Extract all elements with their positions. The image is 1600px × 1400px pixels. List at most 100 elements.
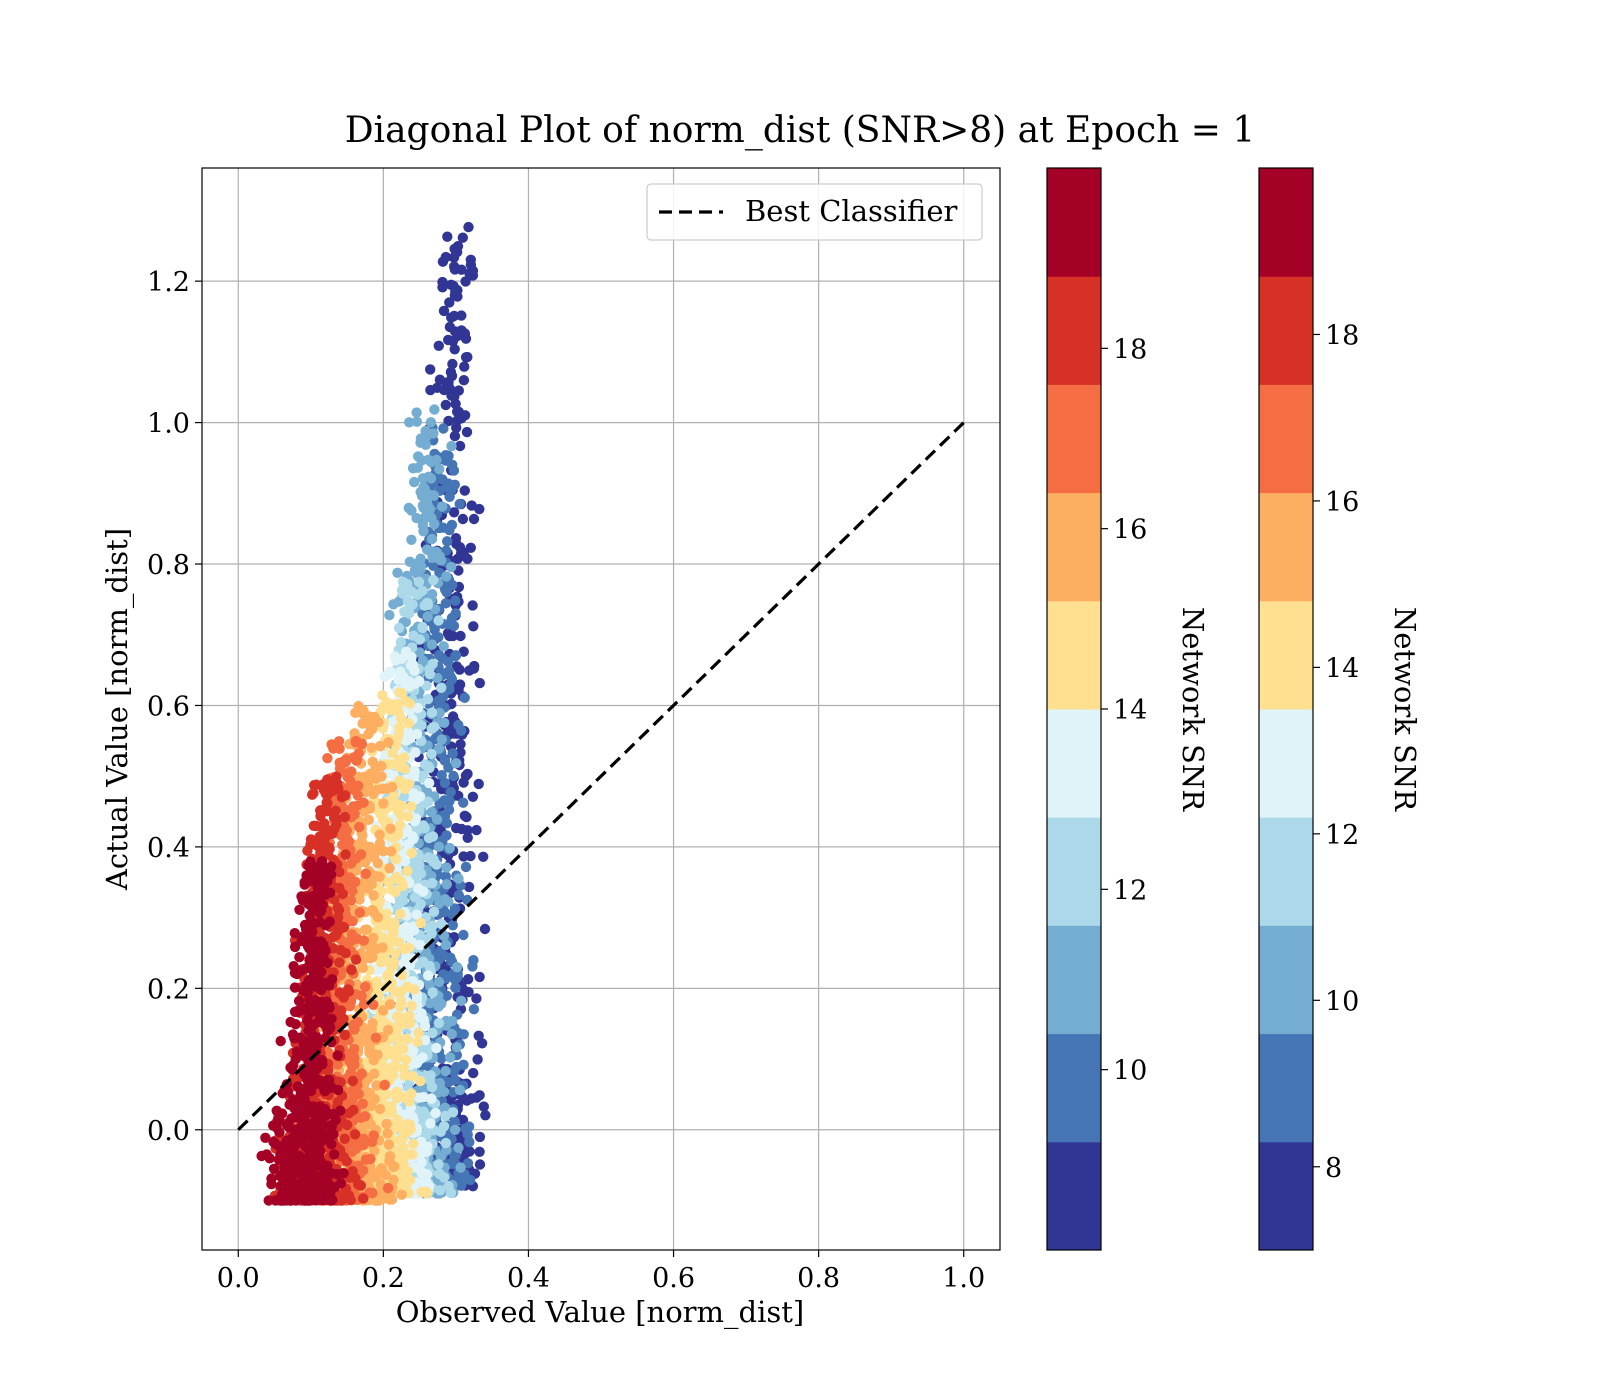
scatter-point	[266, 1173, 277, 1184]
scatter-point	[308, 788, 319, 799]
scatter-point	[440, 399, 451, 411]
scatter-point	[451, 538, 462, 549]
scatter-point	[349, 1024, 360, 1035]
scatter-point	[382, 1128, 393, 1139]
scatter-point	[437, 282, 448, 293]
scatter-point	[431, 814, 443, 825]
scatter-point	[474, 1131, 486, 1143]
scatter-point	[427, 987, 438, 998]
scatter-point	[315, 805, 326, 816]
scatter-point	[414, 852, 425, 863]
scatter-point	[406, 847, 417, 859]
scatter-point	[415, 433, 427, 444]
scatter-point	[378, 798, 389, 809]
scatter-point	[421, 512, 432, 523]
scatter-point	[356, 990, 367, 1002]
scatter-point	[338, 992, 349, 1003]
scatter-point	[458, 1029, 469, 1040]
scatter-point	[393, 729, 404, 740]
scatter-point	[457, 232, 468, 243]
scatter-point	[449, 1124, 461, 1136]
scatter-point	[370, 1032, 382, 1044]
scatter-point	[407, 1149, 418, 1160]
scatter-point	[353, 1179, 364, 1190]
scatter-point	[456, 823, 467, 835]
scatter-point	[464, 1136, 475, 1148]
scatter-point	[460, 770, 472, 781]
scatter-point	[453, 1142, 464, 1153]
scatter-point	[383, 969, 394, 980]
scatter-point	[385, 823, 396, 834]
scatter-point	[388, 599, 399, 610]
scatter-point	[428, 856, 439, 868]
scatter-point	[402, 595, 414, 607]
scatter-point	[460, 861, 472, 873]
scatter-point	[335, 1178, 347, 1189]
scatter-point	[360, 868, 371, 879]
scatter-point	[354, 821, 365, 833]
scatter-point	[438, 1172, 450, 1183]
scatter-point	[374, 1165, 385, 1177]
scatter-point	[472, 1054, 483, 1065]
scatter-point	[441, 879, 452, 890]
scatter-point	[405, 730, 416, 741]
scatter-point	[335, 1105, 346, 1116]
scatter-point	[478, 851, 489, 862]
scatter-point	[343, 767, 355, 779]
scatter-point	[348, 752, 359, 763]
scatter-point	[369, 1068, 380, 1079]
scatter-point	[442, 536, 453, 547]
scatter-point	[441, 571, 452, 582]
scatter-point	[350, 737, 361, 748]
scatter-point	[443, 796, 455, 807]
scatter-point	[326, 1013, 337, 1024]
scatter-point	[379, 1079, 390, 1091]
scatter-point	[353, 700, 364, 712]
scatter-point	[433, 841, 445, 852]
scatter-point	[367, 952, 378, 963]
scatter-point	[381, 955, 392, 967]
scatter-point	[447, 358, 458, 370]
scatter-point	[458, 929, 469, 941]
scatter-point	[369, 760, 381, 771]
scatter-point	[336, 791, 348, 803]
scatter-point	[474, 503, 485, 515]
scatter-point	[447, 748, 458, 759]
scatter-point	[445, 628, 456, 639]
scatter-point	[457, 1114, 469, 1126]
scatter-point	[439, 1102, 451, 1114]
scatter-point	[394, 687, 405, 698]
scatter-point	[395, 908, 406, 920]
scatter-point	[416, 1008, 427, 1019]
scatter-point	[404, 417, 415, 428]
scatter-point	[433, 632, 444, 643]
scatter-point	[397, 880, 409, 891]
scatter-point	[396, 986, 407, 997]
scatter-point	[449, 430, 461, 442]
scatter-point	[441, 990, 452, 1001]
scatter-point	[412, 1036, 423, 1048]
scatter-point	[359, 1111, 371, 1122]
scatter-point	[462, 974, 474, 985]
scatter-point	[426, 707, 438, 718]
scatter-point	[388, 929, 399, 940]
scatter-point	[440, 251, 452, 263]
scatter-point	[340, 849, 351, 860]
scatter-point	[431, 454, 442, 466]
scatter-point	[415, 1075, 426, 1087]
scatter-point	[358, 1193, 369, 1204]
scatter-point	[401, 649, 413, 660]
scatter-point	[363, 728, 374, 740]
scatter-point	[360, 981, 371, 992]
scatter-point	[391, 1011, 403, 1022]
scatter-point	[440, 1065, 451, 1077]
scatter-point	[347, 1075, 358, 1087]
scatter-point	[456, 995, 467, 1006]
scatter-point	[442, 231, 453, 242]
scatter-point	[348, 1050, 359, 1061]
scatter-point	[426, 877, 438, 889]
scatter-point	[440, 1137, 452, 1149]
scatter-point	[463, 881, 475, 893]
scatter-point	[431, 1042, 442, 1054]
scatter-point	[453, 719, 464, 731]
